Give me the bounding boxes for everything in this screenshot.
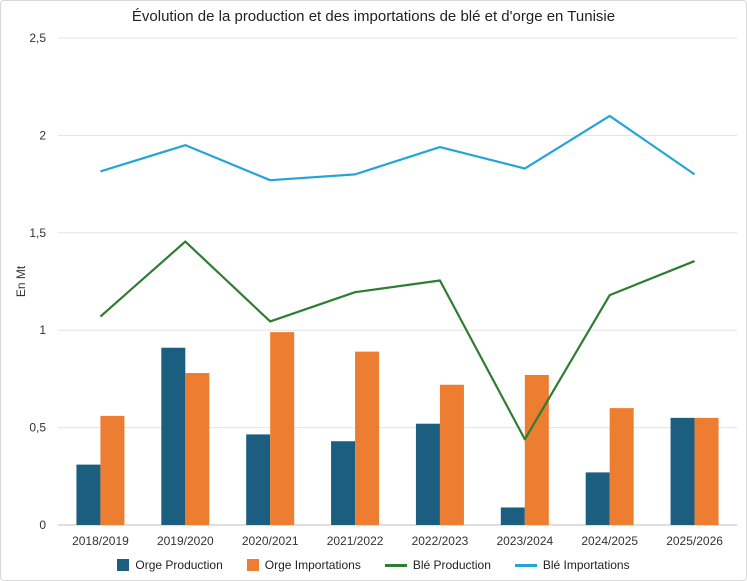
- bar: [246, 434, 271, 525]
- x-tick-label: 2019/2020: [157, 534, 214, 548]
- series-line: [99, 240, 695, 441]
- legend-swatch: [384, 563, 407, 567]
- y-tick-label: 1,5: [29, 226, 46, 240]
- legend-swatch: [117, 559, 130, 571]
- x-tick-label: 2023/2024: [496, 534, 553, 548]
- legend-item: Blé Production: [384, 558, 491, 572]
- series-line: [100, 114, 696, 182]
- x-tick-label: 2021/2022: [327, 534, 384, 548]
- bar: [76, 464, 101, 525]
- y-axis-label: En Mt: [14, 265, 28, 297]
- y-tick-label: 2,5: [29, 31, 46, 45]
- x-tick-label: 2025/2026: [666, 534, 723, 548]
- y-tick-label: 0: [39, 518, 46, 532]
- bar: [500, 507, 525, 525]
- bar: [270, 332, 295, 525]
- x-tick-label: 2024/2025: [581, 534, 638, 548]
- legend-label: Orge Importations: [264, 558, 361, 572]
- legend-swatch: [514, 563, 537, 567]
- bar: [100, 415, 125, 525]
- legend-label: Orge Production: [135, 558, 223, 572]
- bar: [415, 423, 440, 525]
- bar: [694, 417, 719, 525]
- bar: [331, 441, 356, 525]
- y-tick-label: 2: [39, 128, 46, 142]
- legend-label: Blé Production: [412, 558, 491, 572]
- x-tick-label: 2022/2023: [412, 534, 469, 548]
- bar: [609, 408, 634, 525]
- y-tick-label: 1: [39, 323, 46, 337]
- bar: [439, 384, 464, 525]
- legend-item: Orge Production: [117, 558, 223, 572]
- legend-swatch: [246, 559, 259, 571]
- bar: [161, 347, 186, 525]
- bar: [670, 417, 695, 525]
- legend-item: Blé Importations: [514, 558, 630, 572]
- legend: Orge Production Orge Importations Blé Prod…: [0, 556, 747, 574]
- bar: [524, 375, 549, 525]
- chart-title: Évolution de la production et des import…: [131, 8, 616, 25]
- y-tick-label: 0,5: [29, 421, 46, 435]
- legend-item: Orge Importations: [246, 558, 361, 572]
- x-tick-label: 2020/2021: [242, 534, 299, 548]
- x-tick-label: 2018/2019: [72, 534, 129, 548]
- legend-label: Blé Importations: [542, 558, 630, 572]
- bar: [585, 472, 610, 525]
- bar: [355, 351, 380, 525]
- bar: [185, 373, 210, 525]
